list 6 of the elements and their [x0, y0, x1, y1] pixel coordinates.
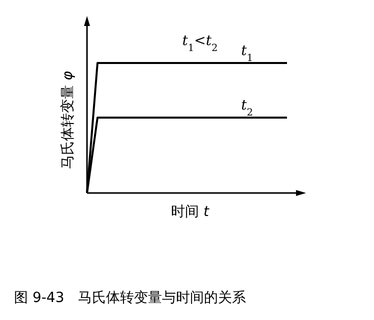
series-label: t$_{1}$ — [241, 43, 253, 64]
x-axis-title: 时间 t — [171, 204, 210, 220]
y-axis-title: 马氏体转变量 φ — [60, 70, 76, 169]
series-label: t$_{2}$ — [241, 98, 253, 118]
chart-title: t$_{1}$<t$_{2}$ — [182, 33, 218, 54]
caption: 图 9-43 马氏体转变量与时间的关系 — [14, 290, 246, 306]
